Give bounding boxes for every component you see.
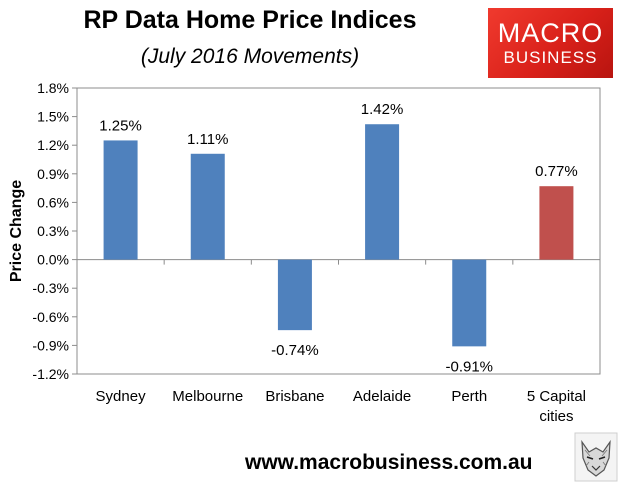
plot-area-border xyxy=(76,87,601,375)
chart-category-labels: Sydney Melbourne Brisbane Adelaide Perth 5 Ca… xyxy=(96,388,586,425)
y-tick-label: -0.6% xyxy=(32,309,69,325)
data-label-0: 1.25% xyxy=(99,117,142,134)
y-tick-label: -0.3% xyxy=(32,280,69,296)
data-label-2: -0.74% xyxy=(271,342,319,359)
y-axis-label: Price Change xyxy=(8,180,25,282)
data-label-3: 1.42% xyxy=(361,101,404,118)
bar-2 xyxy=(277,259,312,331)
chart-data-labels: 1.25% 1.11% -0.74% 1.42% -0.91% 0.77% xyxy=(99,101,577,375)
category-label-5: cities xyxy=(539,408,573,425)
data-label-5: 0.77% xyxy=(535,163,578,180)
y-tick-label: 1.8% xyxy=(37,80,69,96)
chart-subtitle: (July 2016 Movements) xyxy=(140,45,360,68)
category-label-3: Adelaide xyxy=(353,388,411,405)
y-tick-label: 1.2% xyxy=(37,137,69,153)
category-label-2: Brisbane xyxy=(265,388,324,405)
category-label-1: Melbourne xyxy=(172,388,243,405)
chart-bars xyxy=(103,124,574,347)
footer-url: www.macrobusiness.com.au xyxy=(245,451,533,474)
chart-title: RP Data Home Price Indices xyxy=(83,6,417,34)
y-tick-label: 0.3% xyxy=(37,223,69,239)
logo-line-1: MACRO xyxy=(497,18,604,48)
bar-1 xyxy=(190,153,225,260)
y-axis-label-group: Price Change xyxy=(8,180,25,282)
category-label-5: 5 Capital xyxy=(527,388,586,405)
data-label-1: 1.11% xyxy=(187,131,228,148)
logo-line-2: BUSINESS xyxy=(503,48,598,67)
y-tick-label: 0.0% xyxy=(37,252,69,268)
chart-axes: 1.8% 1.5% 1.2% 0.9% 0.6% 0.3% 0.0% -0.3% -0.6% -0… xyxy=(32,80,601,382)
bar-5 xyxy=(539,186,574,260)
data-label-4: -0.91% xyxy=(445,358,493,375)
category-label-0: Sydney xyxy=(96,388,147,405)
y-tick-label: -0.9% xyxy=(32,337,69,353)
wolf-emblem-icon xyxy=(574,432,618,482)
macrobusiness-logo: MACRO BUSINESS xyxy=(488,8,613,78)
bar-0 xyxy=(103,140,138,260)
category-label-4: Perth xyxy=(451,388,487,405)
bar-3 xyxy=(365,124,400,260)
y-tick-label: 1.5% xyxy=(37,109,69,125)
y-tick-label: 0.9% xyxy=(37,166,69,182)
y-tick-label: -1.2% xyxy=(32,366,69,382)
bar-4 xyxy=(452,259,487,347)
y-tick-label: 0.6% xyxy=(37,194,69,210)
